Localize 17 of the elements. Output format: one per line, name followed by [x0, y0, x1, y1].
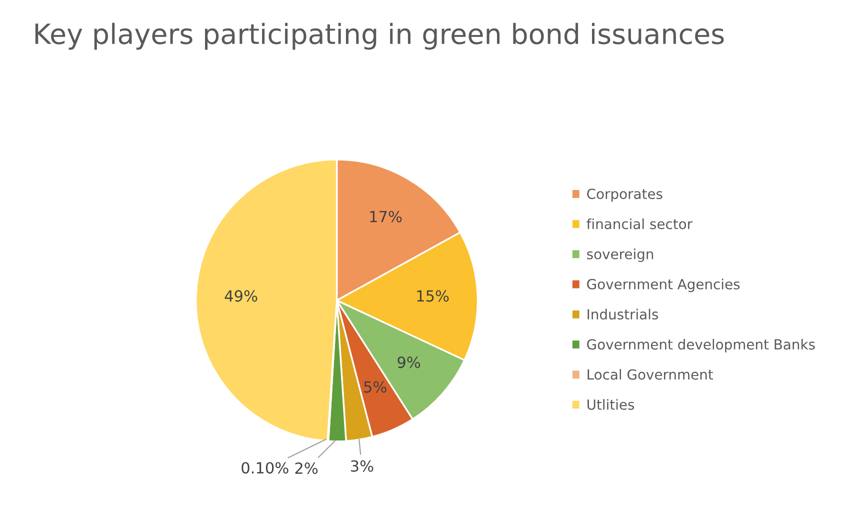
- legend-label: Government Agencies: [587, 278, 740, 292]
- legend-label: Utlities: [588, 399, 634, 410]
- data-label: 5%: [364, 381, 386, 393]
- data-label: 17%: [370, 210, 402, 222]
- data-label: 3%: [350, 460, 374, 472]
- data-label: 9%: [398, 356, 420, 368]
- legend-label: Corporates: [587, 188, 662, 202]
- legend-label: Government development Banks: [587, 338, 815, 352]
- legend-label: Local Government: [588, 368, 714, 380]
- legend-label: sovereign: [587, 248, 654, 262]
- legend-label: Industrials: [588, 308, 658, 320]
- data-label: 2%: [295, 462, 318, 474]
- data-label: 15%: [417, 290, 449, 302]
- chart-title: Key players participating in green bond issuances: [35, 22, 724, 50]
- data-label: 0.10%: [242, 462, 288, 474]
- legend-label: financial sector: [586, 218, 693, 230]
- data-label: 49%: [224, 290, 258, 302]
